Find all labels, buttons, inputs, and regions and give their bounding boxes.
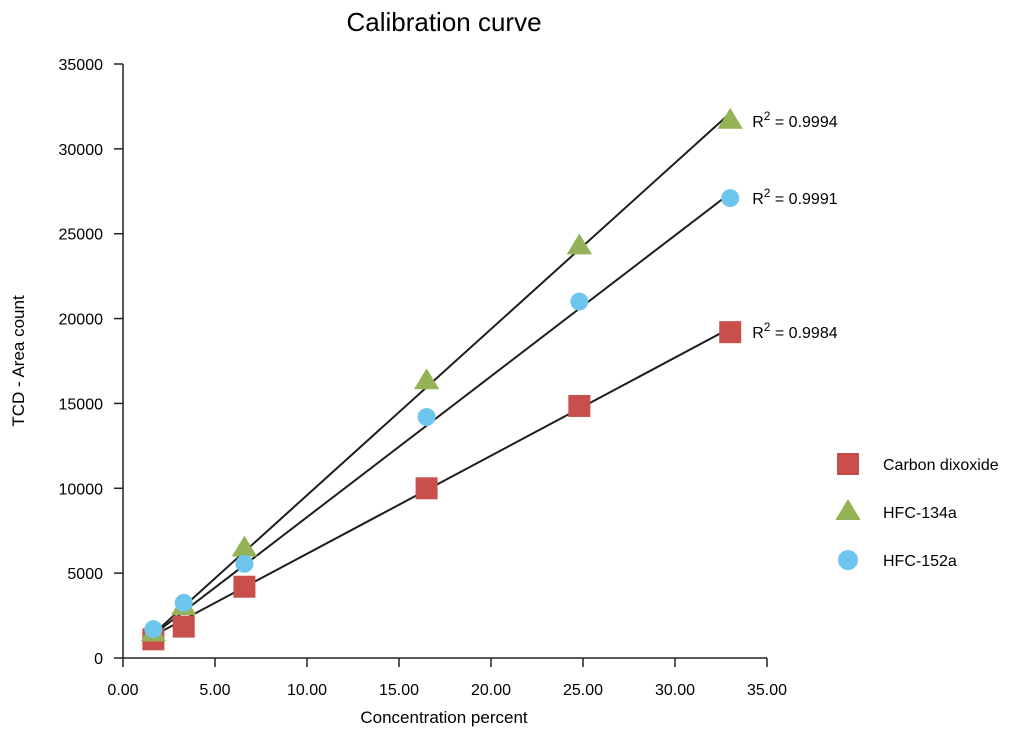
- data-point-square: [233, 575, 256, 598]
- r2-superscript: 2: [764, 109, 771, 123]
- legend-label: Carbon dixoxide: [883, 457, 999, 474]
- data-point-square: [568, 394, 591, 417]
- legend-label: HFC-134a: [883, 505, 957, 522]
- r2-prefix: R: [752, 191, 764, 208]
- r2-prefix: R: [752, 325, 764, 342]
- r2-superscript: 2: [764, 186, 771, 200]
- y-axis-ticks: 0 5000 10000 15000 20000 25000 30000 35000: [59, 57, 123, 668]
- data-point-circle: [235, 554, 254, 573]
- r2-label: R2 = 0.9991: [752, 186, 838, 208]
- data-point-triangle: [413, 368, 440, 390]
- y-tick-label: 0: [94, 651, 103, 668]
- r2-value: = 0.9994: [770, 114, 837, 131]
- data-point-triangle: [717, 107, 743, 129]
- data-point-circle: [570, 292, 589, 311]
- data-point-triangle: [231, 535, 258, 557]
- x-axis-ticks: 0.00 5.00 10.00 15.00 20.00 25.00 30.00 35.00: [107, 658, 787, 699]
- data-point-triangle: [566, 233, 592, 255]
- legend: Carbon dixoxide HFC-134a HFC-152a: [835, 453, 999, 570]
- r2-prefix: R: [752, 114, 764, 131]
- x-tick-label: 35.00: [747, 682, 787, 699]
- x-axis-label: Concentration percent: [360, 708, 528, 727]
- y-tick-label: 10000: [59, 481, 104, 498]
- r2-value: = 0.9991: [770, 191, 837, 208]
- data-point-circle: [174, 593, 193, 612]
- legend-label: HFC-152a: [883, 553, 957, 570]
- data-point-square: [719, 321, 742, 344]
- data-markers: [140, 107, 743, 651]
- legend-marker-circle: [838, 550, 858, 570]
- y-tick-label: 15000: [59, 396, 104, 413]
- y-tick-label: 20000: [59, 312, 104, 329]
- y-tick-label: 35000: [59, 57, 104, 74]
- y-tick-label: 30000: [59, 142, 104, 159]
- x-tick-label: 0.00: [107, 682, 138, 699]
- r2-label: R2 = 0.9994: [752, 109, 838, 131]
- data-point-circle: [417, 408, 436, 427]
- y-axis-label: TCD - Area count: [9, 295, 28, 427]
- legend-marker-triangle: [835, 499, 861, 520]
- x-tick-label: 25.00: [563, 682, 603, 699]
- x-tick-label: 15.00: [379, 682, 419, 699]
- x-tick-label: 20.00: [471, 682, 511, 699]
- data-point-circle: [144, 620, 163, 639]
- data-point-square: [415, 477, 438, 500]
- x-tick-label: 10.00: [287, 682, 327, 699]
- x-tick-label: 30.00: [655, 682, 695, 699]
- y-tick-label: 5000: [67, 566, 103, 583]
- r2-label: R2 = 0.9984: [752, 320, 838, 342]
- y-tick-label: 25000: [59, 227, 104, 244]
- data-point-square: [172, 615, 195, 638]
- data-point-circle: [721, 189, 740, 208]
- r2-value: = 0.9984: [770, 325, 837, 342]
- x-tick-label: 5.00: [199, 682, 230, 699]
- r2-superscript: 2: [764, 320, 771, 334]
- legend-marker-square: [837, 453, 859, 475]
- chart-title: Calibration curve: [346, 7, 541, 37]
